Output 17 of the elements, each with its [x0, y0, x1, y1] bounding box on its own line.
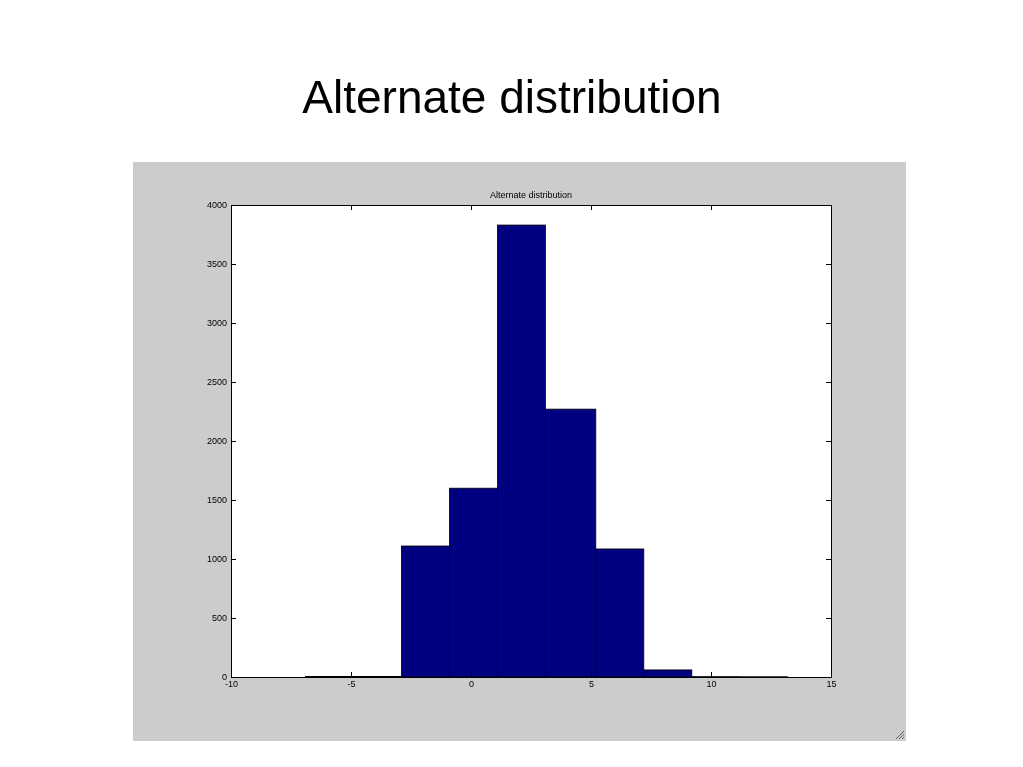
x-tick-label: -10 [224, 679, 239, 690]
x-tick-label: 10 [706, 679, 717, 690]
x-tick-label: 15 [826, 679, 837, 690]
y-tick-label: 4000 [206, 200, 227, 211]
x-tick-label: 0 [468, 679, 475, 690]
y-tick-label: 3000 [206, 318, 227, 329]
x-tick-label: -5 [347, 679, 356, 690]
y-tick-label: 2500 [206, 377, 227, 388]
y-tick-label: 1000 [206, 554, 227, 565]
x-tick-label: 5 [588, 679, 595, 690]
y-tick-label: 1500 [206, 495, 227, 506]
chart-subtitle: Alternate distribution [489, 190, 573, 200]
y-tick-label: 500 [211, 613, 227, 624]
y-tick-label: 2000 [206, 436, 227, 447]
y-tick-label: 0 [221, 672, 227, 683]
chart-title: Alternate distribution [302, 71, 722, 123]
y-tick-label: 3500 [206, 259, 227, 270]
